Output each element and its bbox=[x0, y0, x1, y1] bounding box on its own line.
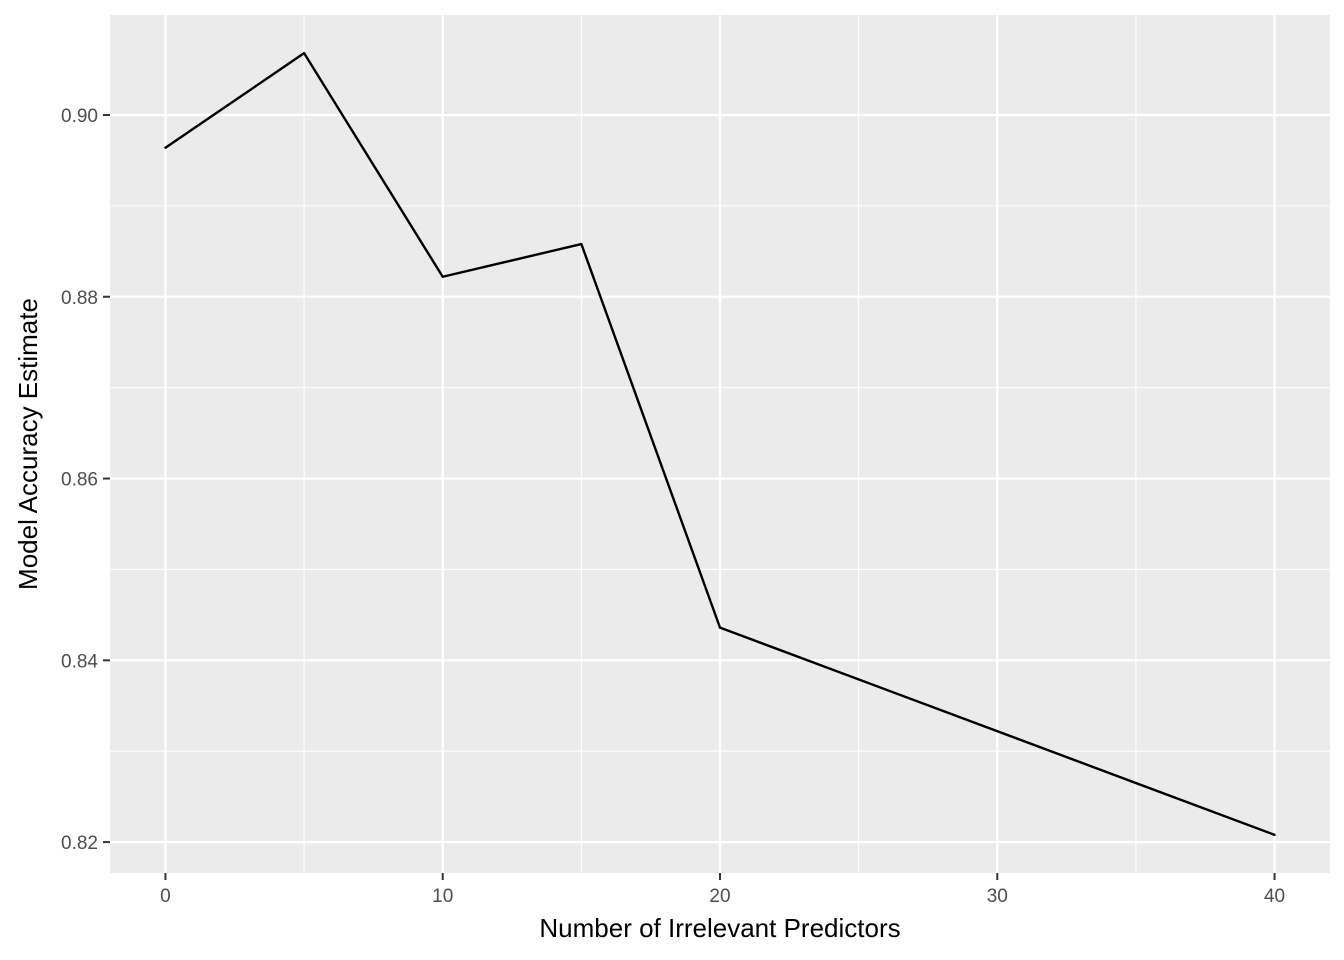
x-tick-label: 10 bbox=[432, 886, 453, 907]
data-point bbox=[580, 242, 583, 246]
data-point bbox=[441, 275, 444, 278]
series-line bbox=[164, 51, 1275, 836]
x-axis-title: Number of Irrelevant Predictors bbox=[539, 913, 900, 943]
data-point bbox=[1273, 833, 1276, 837]
x-tick-label: 30 bbox=[987, 886, 1008, 907]
series-layer bbox=[164, 51, 1276, 837]
y-tick-label: 0.84 bbox=[61, 651, 98, 672]
x-tick-label: 20 bbox=[709, 886, 730, 907]
y-tick-label: 0.86 bbox=[61, 470, 98, 491]
major-gridlines bbox=[110, 15, 1330, 873]
x-axis-ticks: 0 10 20 30 40 bbox=[160, 873, 1285, 907]
y-tick-label: 0.90 bbox=[61, 106, 98, 127]
y-tick-label: 0.88 bbox=[61, 288, 98, 309]
data-point bbox=[302, 51, 306, 55]
data-point bbox=[164, 146, 167, 149]
y-tick-label: 0.82 bbox=[61, 833, 98, 854]
x-tick-label: 40 bbox=[1264, 886, 1285, 907]
y-axis-ticks: 0.82 0.84 0.86 0.88 0.90 bbox=[61, 106, 110, 854]
x-tick-label: 0 bbox=[160, 886, 171, 907]
data-point bbox=[718, 626, 722, 629]
y-axis-title: Model Accuracy Estimate bbox=[13, 298, 43, 590]
